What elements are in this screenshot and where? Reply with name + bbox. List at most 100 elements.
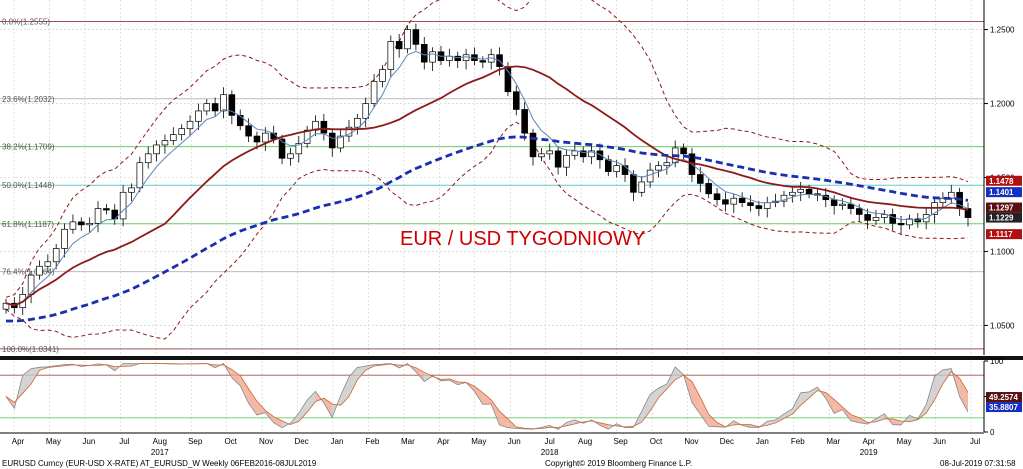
- candle: [881, 214, 888, 218]
- candle: [462, 54, 470, 61]
- month-label: Feb: [366, 437, 380, 446]
- candle: [337, 135, 344, 149]
- candle: [52, 248, 60, 263]
- month-label: Mar: [401, 437, 415, 446]
- candle: [479, 60, 487, 63]
- oscillator-fill: [875, 413, 885, 422]
- price-tick-label: 1.1000: [990, 247, 1015, 256]
- candle: [345, 126, 353, 137]
- oscillator-fill: [650, 388, 659, 411]
- moving-average-slow: [6, 135, 969, 323]
- candle: [103, 208, 110, 211]
- candle: [738, 197, 746, 203]
- month-label: Oct: [650, 437, 663, 446]
- candle: [730, 197, 738, 205]
- price-tick-label: 1.2500: [990, 26, 1015, 35]
- candle: [705, 183, 712, 195]
- candle: [538, 153, 545, 158]
- month-label: Sep: [613, 437, 628, 446]
- moving-averages: [5, 50, 969, 323]
- oscillator-tag: [986, 392, 1022, 403]
- oscillator-fill: [834, 399, 843, 414]
- oscillator-fill: [942, 368, 952, 384]
- month-label: May: [46, 437, 61, 446]
- candle: [872, 217, 880, 221]
- candle: [69, 221, 77, 230]
- candle: [939, 197, 947, 203]
- footer-source: EURUSD Curncy (EUR-USD X-RATE) AT_EURUSD…: [2, 459, 317, 468]
- month-label: Apr: [437, 437, 450, 446]
- time-axis: Apr May Jun Jul Aug 2017 Sep Oct Nov Dec Jan Feb Mar…: [0, 432, 984, 457]
- candle: [144, 153, 152, 164]
- candle: [563, 154, 570, 168]
- candle: [797, 188, 804, 193]
- footer-copyright: Copyright© 2019 Bloomberg Finance L.P.: [545, 459, 692, 468]
- oscillator-tick-label: 0: [990, 428, 995, 437]
- candle: [763, 202, 771, 209]
- candle: [521, 109, 528, 134]
- oscillator-fill: [959, 378, 968, 412]
- candle: [864, 214, 871, 221]
- candle: [847, 203, 855, 209]
- candle: [362, 103, 369, 119]
- bollinger-bands: [5, 0, 969, 340]
- fib-label: 100.0%(1.0341): [2, 345, 59, 354]
- month-label: Nov: [684, 437, 698, 446]
- candle: [830, 199, 838, 206]
- candle: [605, 159, 612, 172]
- candle: [228, 94, 236, 116]
- price-tag-label: 1.1229: [989, 214, 1014, 223]
- candle: [220, 94, 227, 112]
- candle: [546, 150, 554, 155]
- panel-separator: [0, 356, 1023, 360]
- oscillator-fill: [850, 414, 860, 423]
- candle: [529, 132, 537, 158]
- oscillator-fill: [825, 392, 835, 414]
- candle: [454, 55, 461, 61]
- candle: [789, 191, 796, 196]
- year-label: 2019: [860, 448, 878, 457]
- candle: [579, 150, 587, 158]
- oscillator-fill: [307, 391, 316, 413]
- candle: [270, 132, 277, 140]
- month-label: Jun: [82, 437, 95, 446]
- candle: [370, 81, 378, 104]
- price-tick-label: 1.2000: [990, 100, 1015, 109]
- month-label: Oct: [224, 437, 237, 446]
- month-label: Jan: [756, 437, 769, 446]
- candle: [839, 203, 846, 206]
- candle: [780, 194, 788, 202]
- oscillator-fill: [298, 400, 308, 422]
- candle: [638, 181, 646, 193]
- fib-label: 0.0%(1.2555): [2, 17, 50, 26]
- oscillator-fill: [22, 368, 32, 394]
- candle: [588, 150, 595, 158]
- price-tag: [986, 175, 1022, 186]
- candle: [78, 221, 85, 226]
- candle: [36, 265, 43, 276]
- candle: [253, 135, 261, 143]
- candle: [613, 165, 620, 172]
- oscillator-fill: [499, 411, 508, 428]
- oscillator-fill: [792, 392, 801, 415]
- candle: [236, 115, 244, 127]
- bollinger-lower: [5, 121, 969, 340]
- oscillator-fill: [934, 369, 943, 400]
- oscillator-fill: [926, 376, 935, 413]
- candle: [203, 103, 211, 112]
- oscillator-fill: [691, 381, 701, 415]
- oscillator-fill: [708, 414, 718, 427]
- oscillator-fill: [273, 416, 283, 428]
- candle: [655, 165, 662, 171]
- month-label: Sep: [188, 437, 203, 446]
- candle: [412, 29, 420, 45]
- year-label: 2017: [151, 448, 169, 457]
- footer-timestamp: 08-Jul-2019 07:31:58: [940, 459, 1016, 468]
- oscillator-fill: [474, 386, 483, 405]
- month-label: Jul: [970, 437, 980, 446]
- candle: [404, 29, 411, 50]
- fib-label: 23.6%(1.2032): [2, 95, 55, 104]
- candle: [287, 153, 294, 159]
- oscillator-fill: [775, 413, 784, 423]
- candle: [630, 174, 637, 193]
